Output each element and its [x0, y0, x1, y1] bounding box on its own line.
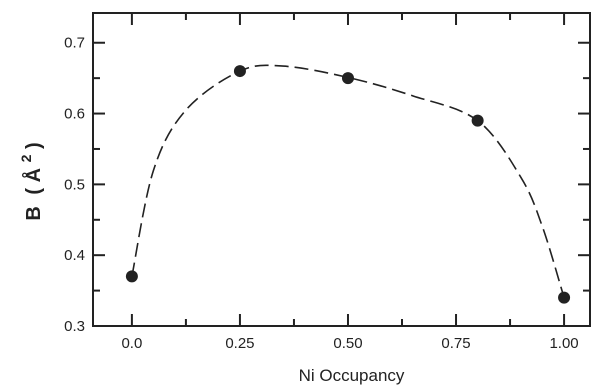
x-tick-label: 1.00: [549, 335, 578, 352]
x-axis-title: Ni Occupancy: [299, 366, 405, 385]
data-point: [471, 114, 484, 127]
y-tick-label: 0.6: [64, 106, 85, 123]
data-point: [341, 72, 354, 85]
y-axis-symbol: B: [23, 206, 45, 220]
y-axis-open-paren: (: [23, 188, 45, 195]
y-axis-close-paren: ): [23, 142, 45, 149]
y-tick-label: 0.7: [64, 35, 85, 52]
ticks: [93, 13, 590, 327]
data-point: [558, 291, 571, 304]
x-tick-label: 0.0: [121, 335, 142, 352]
plot-frame: [92, 12, 591, 327]
x-tick-label: 0.25: [225, 335, 254, 352]
data-point: [125, 270, 138, 283]
tick-labels: 0.0 0.25 0.50 0.75 1.00 0.3 0.4 0.5 0.6 0.7: [64, 35, 579, 352]
x-tick-label: 0.75: [441, 335, 470, 352]
y-axis-title: B ( Å 2 ): [14, 142, 45, 220]
data-point: [233, 65, 246, 78]
y-axis-unit-power: 2: [18, 154, 34, 162]
fit-curve: [131, 64, 565, 298]
x-tick-label: 0.50: [333, 335, 362, 352]
y-tick-label: 0.3: [64, 318, 85, 335]
y-axis-unit: Å: [21, 168, 45, 182]
y-tick-label: 0.4: [64, 247, 85, 264]
y-tick-label: 0.5: [64, 176, 85, 193]
data-points: [125, 65, 571, 304]
